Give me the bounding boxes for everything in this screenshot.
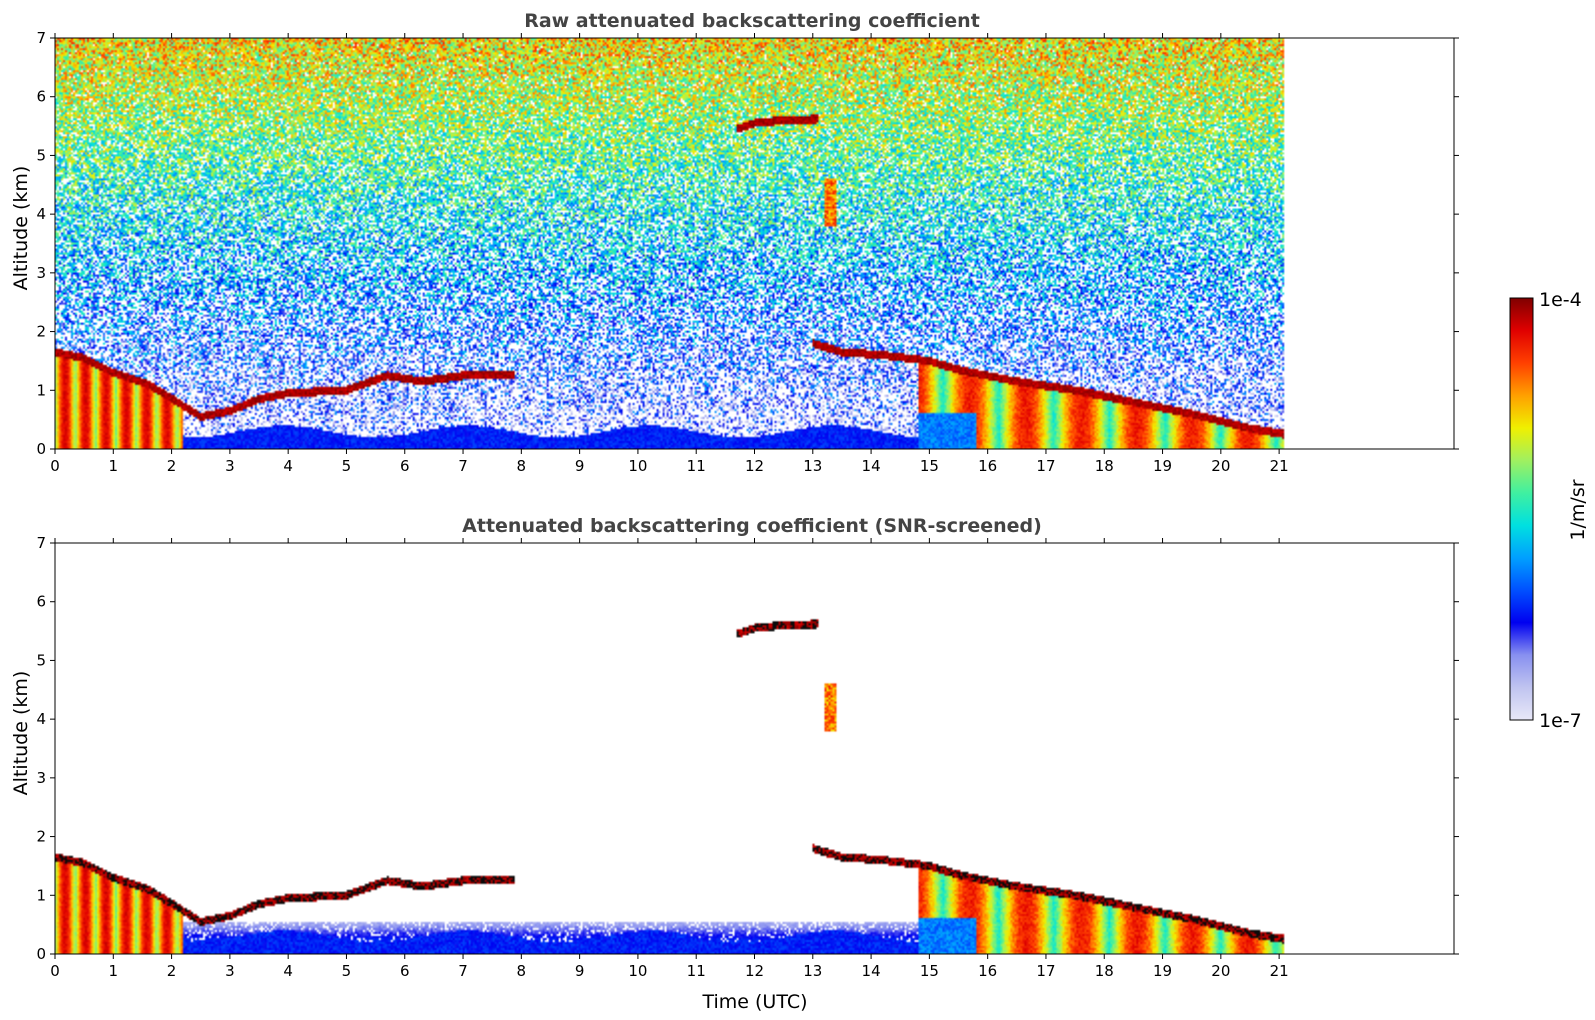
panel-title: Raw attenuated backscattering coefficien… [524,10,980,32]
y-tick-label: 0 [36,440,46,458]
y-tick-label: 1 [36,886,46,904]
x-tick-label: 21 [1270,457,1289,475]
x-axis-ticks: 0 1 2 3 4 5 6 7 8 9 10 11 12 13 14 15 16 17 18 19 20 21 [50,33,1289,475]
colorbar-min-label: 1e-7 [1539,710,1582,732]
x-tick-label: 21 [1270,962,1289,980]
y-tick-label: 4 [36,205,46,223]
x-tick-label: 5 [342,457,352,475]
y-tick-label: 2 [36,323,46,341]
y-axis-label: Altitude (km) [10,166,32,291]
x-tick-label: 11 [687,457,706,475]
x-tick-label: 14 [862,962,881,980]
x-tick-label: 6 [400,962,410,980]
x-tick-label: 16 [978,457,997,475]
y-tick-label: 5 [36,651,46,669]
y-tick-label: 6 [36,593,46,611]
x-tick-label: 2 [167,457,177,475]
x-tick-label: 7 [458,457,468,475]
x-tick-label: 19 [1153,962,1172,980]
y-tick-label: 7 [36,534,46,552]
x-tick-label: 20 [1211,457,1230,475]
snr-screened-panel: Attenuated backscattering coefficient (S… [10,515,1459,1013]
x-tick-label: 1 [109,457,119,475]
panel-title: Attenuated backscattering coefficient (S… [462,515,1042,537]
x-tick-label: 18 [1095,962,1114,980]
y-axis-label: Altitude (km) [10,671,32,796]
x-tick-label: 13 [803,962,822,980]
colorbar-scale [1509,297,1534,721]
raw-backscatter-heatmap [55,38,1454,449]
x-tick-label: 10 [628,962,647,980]
y-tick-label: 3 [36,264,46,282]
x-tick-label: 2 [167,962,177,980]
colorbar: 1e-4 1e-7 1/m/sr [1509,289,1589,732]
raw-backscatter-panel: Raw attenuated backscattering coefficien… [10,10,1459,475]
x-tick-label: 13 [803,457,822,475]
y-axis-ticks: 0 1 2 3 4 5 6 7 [36,534,1459,963]
x-tick-label: 1 [109,962,119,980]
x-tick-label: 3 [225,962,235,980]
x-tick-label: 3 [225,457,235,475]
x-tick-label: 8 [517,457,527,475]
x-axis-label: Time (UTC) [701,991,807,1013]
x-tick-label: 16 [978,962,997,980]
x-tick-label: 18 [1095,457,1114,475]
x-tick-label: 4 [283,962,293,980]
x-tick-label: 12 [745,962,764,980]
y-tick-label: 0 [36,945,46,963]
x-tick-label: 10 [628,457,647,475]
y-axis-ticks: 0 1 2 3 4 5 6 7 [36,29,1459,458]
x-tick-label: 20 [1211,962,1230,980]
y-tick-label: 5 [36,146,46,164]
y-tick-label: 2 [36,828,46,846]
y-tick-label: 1 [36,381,46,399]
x-tick-label: 19 [1153,457,1172,475]
y-tick-label: 4 [36,710,46,728]
y-tick-label: 7 [36,29,46,47]
x-tick-label: 17 [1036,457,1055,475]
x-tick-label: 5 [342,962,352,980]
y-tick-label: 6 [36,88,46,106]
colorbar-unit-label: 1/m/sr [1567,479,1589,540]
x-axis-ticks: 0 1 2 3 4 5 6 7 8 9 10 11 12 13 14 15 16 17 18 19 20 21 [50,538,1289,980]
x-tick-label: 9 [575,457,585,475]
x-tick-label: 11 [687,962,706,980]
x-tick-label: 6 [400,457,410,475]
x-tick-label: 8 [517,962,527,980]
x-tick-label: 0 [50,457,60,475]
x-tick-label: 15 [920,962,939,980]
colorbar-max-label: 1e-4 [1539,289,1582,311]
x-tick-label: 12 [745,457,764,475]
x-tick-label: 9 [575,962,585,980]
x-tick-label: 17 [1036,962,1055,980]
x-tick-label: 14 [862,457,881,475]
x-tick-label: 7 [458,962,468,980]
screened-backscatter-heatmap [55,543,1454,954]
x-tick-label: 15 [920,457,939,475]
x-tick-label: 4 [283,457,293,475]
y-tick-label: 3 [36,769,46,787]
x-tick-label: 0 [50,962,60,980]
